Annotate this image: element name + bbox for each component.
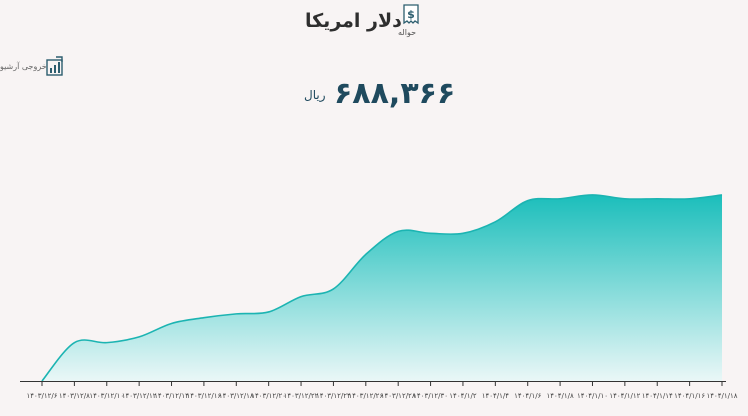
header: دلار امریکا $ حواله: [300, 4, 430, 44]
x-tick-label: ۱۴۰۴/۱/۱۲: [609, 392, 640, 400]
x-tick-label: ۱۴۰۳/۱۲/۲۶: [348, 392, 383, 400]
price-unit: ریال: [304, 88, 326, 102]
price-value: ۶۸۸,۳۶۶: [334, 76, 456, 111]
x-tick-label: ۱۴۰۴/۱/۱۶: [674, 392, 705, 400]
x-tick-label: ۱۴۰۳/۱۲/۱۶: [187, 392, 222, 400]
dollar-receipt-icon[interactable]: $ حواله: [398, 4, 424, 42]
series-line: [41, 194, 723, 382]
x-tick-label: ۱۴۰۳/۱۲/۶: [26, 392, 57, 400]
x-tick-label: ۱۴۰۳/۱۲/۱۸: [219, 392, 254, 400]
archive-export-label: خروجی آرشیو: [0, 62, 47, 71]
x-tick-label: ۱۴۰۴/۱/۶: [514, 392, 542, 400]
archive-export-button[interactable]: خروجی آرشیو: [0, 56, 70, 78]
x-tick-label: ۱۴۰۴/۱/۴: [482, 392, 510, 400]
dollar-icon: $: [403, 4, 419, 25]
x-tick-label: ۱۴۰۳/۱۲/۱۴: [154, 392, 189, 400]
x-tick-label: ۱۴۰۴/۱/۲: [449, 392, 477, 400]
x-tick-label: ۱۴۰۴/۱/۱۰: [577, 392, 608, 400]
icon-caption: حواله: [398, 28, 417, 37]
x-tick-label: ۱۴۰۳/۱۲/۲۲: [284, 392, 319, 400]
x-tick-label: ۱۴۰۳/۱۲/۳۰: [413, 392, 448, 400]
svg-text:$: $: [407, 8, 415, 21]
x-tick-label: ۱۴۰۳/۱۲/۱۰: [89, 392, 124, 400]
x-tick-label: ۱۴۰۳/۱۲/۲۸: [381, 392, 416, 400]
price-display: ریال ۶۸۸,۳۶۶: [300, 76, 454, 112]
x-tick-label: ۱۴۰۴/۱/۸: [546, 392, 574, 400]
page-title: دلار امریکا: [305, 10, 402, 32]
x-tick-label: ۱۴۰۳/۱۲/۱۲: [122, 392, 157, 400]
x-tick-label: ۱۴۰۳/۱۲/۲۴: [316, 392, 351, 400]
x-tick-label: ۱۴۰۳/۱۲/۲۰: [251, 392, 286, 400]
x-tick-label: ۱۴۰۴/۱/۱۸: [706, 392, 737, 400]
chart-export-icon: [46, 56, 63, 76]
area-fill: [42, 194, 722, 381]
x-tick-label: ۱۴۰۳/۱۲/۸: [59, 392, 90, 400]
x-tick-label: ۱۴۰۴/۱/۱۴: [642, 392, 673, 400]
